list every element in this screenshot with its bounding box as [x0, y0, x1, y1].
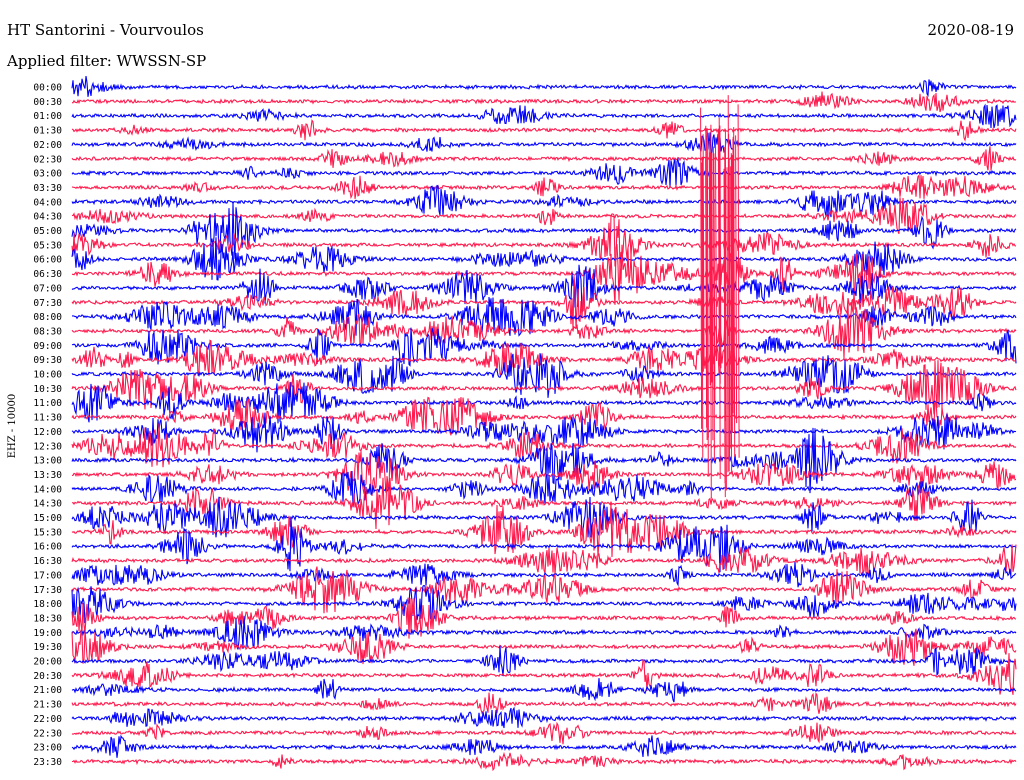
trace-line [71, 382, 1017, 424]
trace-line [71, 353, 1017, 398]
trace-line [71, 628, 1017, 666]
trace-line [71, 360, 1017, 415]
trace-line [71, 734, 1017, 758]
trace-line [71, 132, 1017, 157]
date-label: 2020-08-19 [927, 21, 1014, 39]
trace-line [71, 157, 1017, 188]
trace-line [71, 645, 1017, 677]
time-label: 23:00 [33, 743, 62, 754]
time-label: 21:30 [33, 700, 62, 711]
trace-line [71, 566, 1017, 614]
trace-line [71, 451, 1017, 496]
trace-line [71, 174, 1017, 200]
trace-line [71, 615, 1017, 650]
trace-line [71, 597, 1017, 639]
time-label: 05:30 [33, 240, 62, 251]
time-label: 22:00 [33, 714, 62, 725]
trace-line [71, 244, 1017, 305]
time-label: 02:30 [33, 154, 62, 165]
trace-line [71, 678, 1017, 703]
time-label: 19:00 [33, 628, 62, 639]
time-label: 07:30 [33, 298, 62, 309]
trace-line [71, 544, 1017, 577]
event-spikes [700, 95, 740, 499]
time-label: 13:00 [33, 456, 62, 467]
time-label: 17:30 [33, 585, 62, 596]
time-label: 20:30 [33, 671, 62, 682]
time-label: 14:30 [33, 499, 62, 510]
trace-line [71, 427, 1017, 494]
time-label: 02:00 [33, 140, 62, 151]
trace-line [71, 518, 1017, 573]
trace-line [71, 184, 1017, 218]
trace-line [71, 653, 1017, 695]
time-label: 09:00 [33, 341, 62, 352]
trace-line [72, 751, 1017, 772]
time-label: 16:30 [33, 556, 62, 567]
time-label: 04:00 [33, 197, 62, 208]
trace-line [71, 264, 1017, 313]
time-label: 11:30 [33, 413, 62, 424]
time-label: 19:30 [33, 642, 62, 653]
time-label: 23:30 [33, 757, 62, 768]
trace-line [71, 396, 1017, 436]
time-label: 03:00 [33, 169, 62, 180]
trace-line [71, 584, 1017, 624]
time-label: 01:30 [33, 126, 62, 137]
trace-line [71, 327, 1017, 367]
time-label: 14:00 [33, 484, 62, 495]
time-label: 15:30 [33, 527, 62, 538]
trace-line [71, 298, 1017, 359]
time-label: 03:30 [33, 183, 62, 194]
trace-line [71, 503, 1017, 558]
trace-line [71, 103, 1017, 129]
trace-line [71, 76, 1017, 97]
time-label: 21:00 [33, 685, 62, 696]
trace-line [71, 146, 1017, 171]
trace-line [71, 91, 1017, 113]
time-label: 01:00 [33, 111, 62, 122]
time-label: 00:30 [33, 97, 62, 108]
time-label: 09:30 [33, 355, 62, 366]
trace-line [71, 237, 1017, 281]
time-label: 04:30 [33, 212, 62, 223]
station-title: HT Santorini - Vourvoulos [7, 21, 204, 39]
time-label: 00:00 [33, 83, 62, 94]
time-label: 15:00 [33, 513, 62, 524]
trace-line [71, 339, 1017, 376]
time-label: 08:00 [33, 312, 62, 323]
filter-label: Applied filter: WWSSN-SP [7, 52, 207, 70]
time-label: 18:30 [33, 613, 62, 624]
y-axis-label: EHZ - 10000 [7, 394, 18, 459]
time-label: 18:00 [33, 599, 62, 610]
time-label: 05:00 [33, 226, 62, 237]
trace-line [71, 470, 1017, 508]
time-label: 10:30 [33, 384, 62, 395]
trace-line [71, 118, 1017, 142]
trace-line [71, 202, 1017, 259]
time-label: 17:00 [33, 570, 62, 581]
time-label: 12:00 [33, 427, 62, 438]
time-label: 20:00 [33, 657, 62, 668]
time-label: 13:30 [33, 470, 62, 481]
time-label: 12:30 [33, 441, 62, 452]
time-label: 06:30 [33, 269, 62, 280]
time-label: 10:00 [33, 370, 62, 381]
trace-line [71, 721, 1017, 745]
trace-line [71, 213, 1017, 269]
trace-line [71, 692, 1017, 715]
time-label: 22:30 [33, 728, 62, 739]
time-label: 06:00 [33, 255, 62, 266]
trace-line [71, 276, 1017, 330]
time-label: 08:30 [33, 326, 62, 337]
time-label: 11:00 [33, 398, 62, 409]
time-label: 07:00 [33, 283, 62, 294]
trace-line [71, 423, 1017, 468]
time-label: 16:00 [33, 542, 62, 553]
trace-line [71, 706, 1017, 729]
trace-line [71, 496, 1017, 538]
trace-line [71, 412, 1017, 453]
